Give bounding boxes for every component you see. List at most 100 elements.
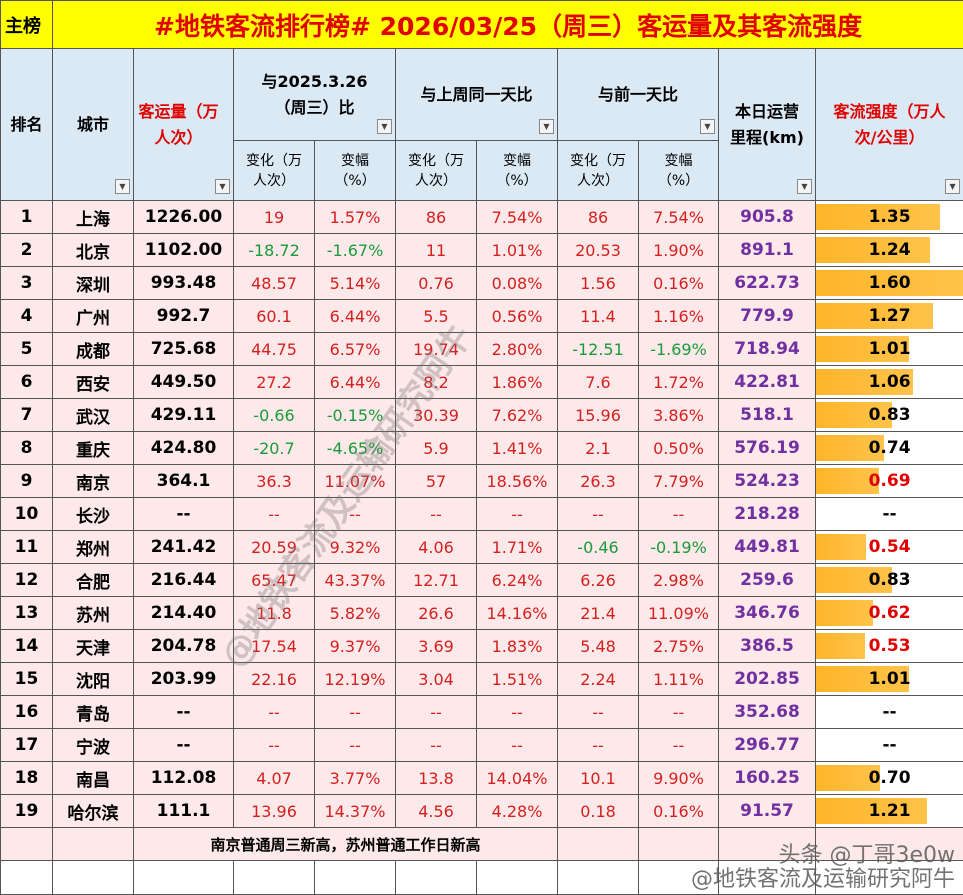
cell-text: 1.21 <box>869 801 911 821</box>
cell: 449.81 <box>719 531 816 564</box>
cell: 7.6 <box>558 366 639 399</box>
cell: 1.11% <box>639 663 719 696</box>
cell: 1.90% <box>639 234 719 267</box>
cell: 3.69 <box>396 630 477 663</box>
filter[interactable]: ▼ <box>115 179 130 194</box>
filter[interactable]: ▼ <box>539 119 554 134</box>
cell <box>53 861 134 895</box>
cell: 0.08% <box>477 267 558 300</box>
cell: 576.19 <box>719 432 816 465</box>
cell: -0.19% <box>639 531 719 564</box>
cell: 天津 <box>53 630 134 663</box>
cell: -- <box>234 498 315 531</box>
intensity-cell: 0.70 <box>816 762 963 795</box>
cell: 1.71% <box>477 531 558 564</box>
cell: 622.73 <box>719 267 816 300</box>
cell: -- <box>234 696 315 729</box>
filter[interactable]: ▼ <box>945 179 960 194</box>
cell: 48.57 <box>234 267 315 300</box>
intensity-cell: 0.83 <box>816 399 963 432</box>
cell: 上海 <box>53 201 134 234</box>
cell: 9 <box>1 465 53 498</box>
intensity-cell: 0.69 <box>816 465 963 498</box>
filter[interactable]: ▼ <box>700 119 715 134</box>
cell: 1.72% <box>639 366 719 399</box>
cell: 57 <box>396 465 477 498</box>
watermark-source: 头条 @丁哥3e0w <box>691 844 955 868</box>
cell-text: 0.69 <box>869 471 911 491</box>
cell: 1.16% <box>639 300 719 333</box>
col-header: 与2025.3.26（周三）比▼ <box>234 49 396 141</box>
filter[interactable]: ▼ <box>215 179 230 194</box>
cell: 1.41% <box>477 432 558 465</box>
cell: 5.5 <box>396 300 477 333</box>
cell: 1102.00 <box>134 234 234 267</box>
cell: 1.51% <box>477 663 558 696</box>
title-row: 主榜 #地铁客流排行榜# 2026/03/25（周三）客运量及其客流强度 <box>1 1 963 49</box>
cell: 429.11 <box>134 399 234 432</box>
cell: 203.99 <box>134 663 234 696</box>
cell: 11 <box>1 531 53 564</box>
cell: 深圳 <box>53 267 134 300</box>
cell: 44.75 <box>234 333 315 366</box>
cell: 992.7 <box>134 300 234 333</box>
subcol-header: 变化（万人次） <box>396 141 477 201</box>
cell: 7.54% <box>639 201 719 234</box>
cell: 4.56 <box>396 795 477 828</box>
intensity-cell: 1.01 <box>816 663 963 696</box>
cell: 86 <box>558 201 639 234</box>
cell: 沈阳 <box>53 663 134 696</box>
cell: 449.50 <box>134 366 234 399</box>
cell: 2.98% <box>639 564 719 597</box>
cell: 779.9 <box>719 300 816 333</box>
col-header: 客运量（万人次）▼ <box>134 49 234 201</box>
cell: 0.16% <box>639 267 719 300</box>
col-header: 与上周同一天比▼ <box>396 49 558 141</box>
cell: -- <box>639 498 719 531</box>
cell-text: 1.27 <box>869 306 911 326</box>
cell: -4.65% <box>315 432 396 465</box>
cell: 6.24% <box>477 564 558 597</box>
cell-text: 0.70 <box>869 768 911 788</box>
cell: -- <box>134 498 234 531</box>
cell: -- <box>315 696 396 729</box>
cell: 214.40 <box>134 597 234 630</box>
cell: 5.14% <box>315 267 396 300</box>
cell: 160.25 <box>719 762 816 795</box>
cell: -- <box>396 696 477 729</box>
intensity-cell: -- <box>816 729 963 762</box>
filter[interactable]: ▼ <box>797 179 812 194</box>
cell: 13 <box>1 597 53 630</box>
cell: 26.3 <box>558 465 639 498</box>
cell: 西安 <box>53 366 134 399</box>
cell: 11 <box>396 234 477 267</box>
cell: 22.16 <box>234 663 315 696</box>
cell: 352.68 <box>719 696 816 729</box>
cell: 4.07 <box>234 762 315 795</box>
cell: 4.28% <box>477 795 558 828</box>
cell: 6.57% <box>315 333 396 366</box>
cell: 518.1 <box>719 399 816 432</box>
filter[interactable]: ▼ <box>377 119 392 134</box>
cell: 哈尔滨 <box>53 795 134 828</box>
cell: 1.01% <box>477 234 558 267</box>
cell: 19 <box>234 201 315 234</box>
cell-text: -- <box>883 504 897 524</box>
cell: -18.72 <box>234 234 315 267</box>
cell: 11.8 <box>234 597 315 630</box>
data-bar <box>816 600 873 626</box>
cell: 3.04 <box>396 663 477 696</box>
cell: 1226.00 <box>134 201 234 234</box>
cell: 重庆 <box>53 432 134 465</box>
cell: 15 <box>1 663 53 696</box>
cell: 12.19% <box>315 663 396 696</box>
tag: 主榜 <box>1 1 53 49</box>
cell: 4 <box>1 300 53 333</box>
cell: 0.76 <box>396 267 477 300</box>
intensity-cell: 0.54 <box>816 531 963 564</box>
cell-text: -- <box>883 735 897 755</box>
